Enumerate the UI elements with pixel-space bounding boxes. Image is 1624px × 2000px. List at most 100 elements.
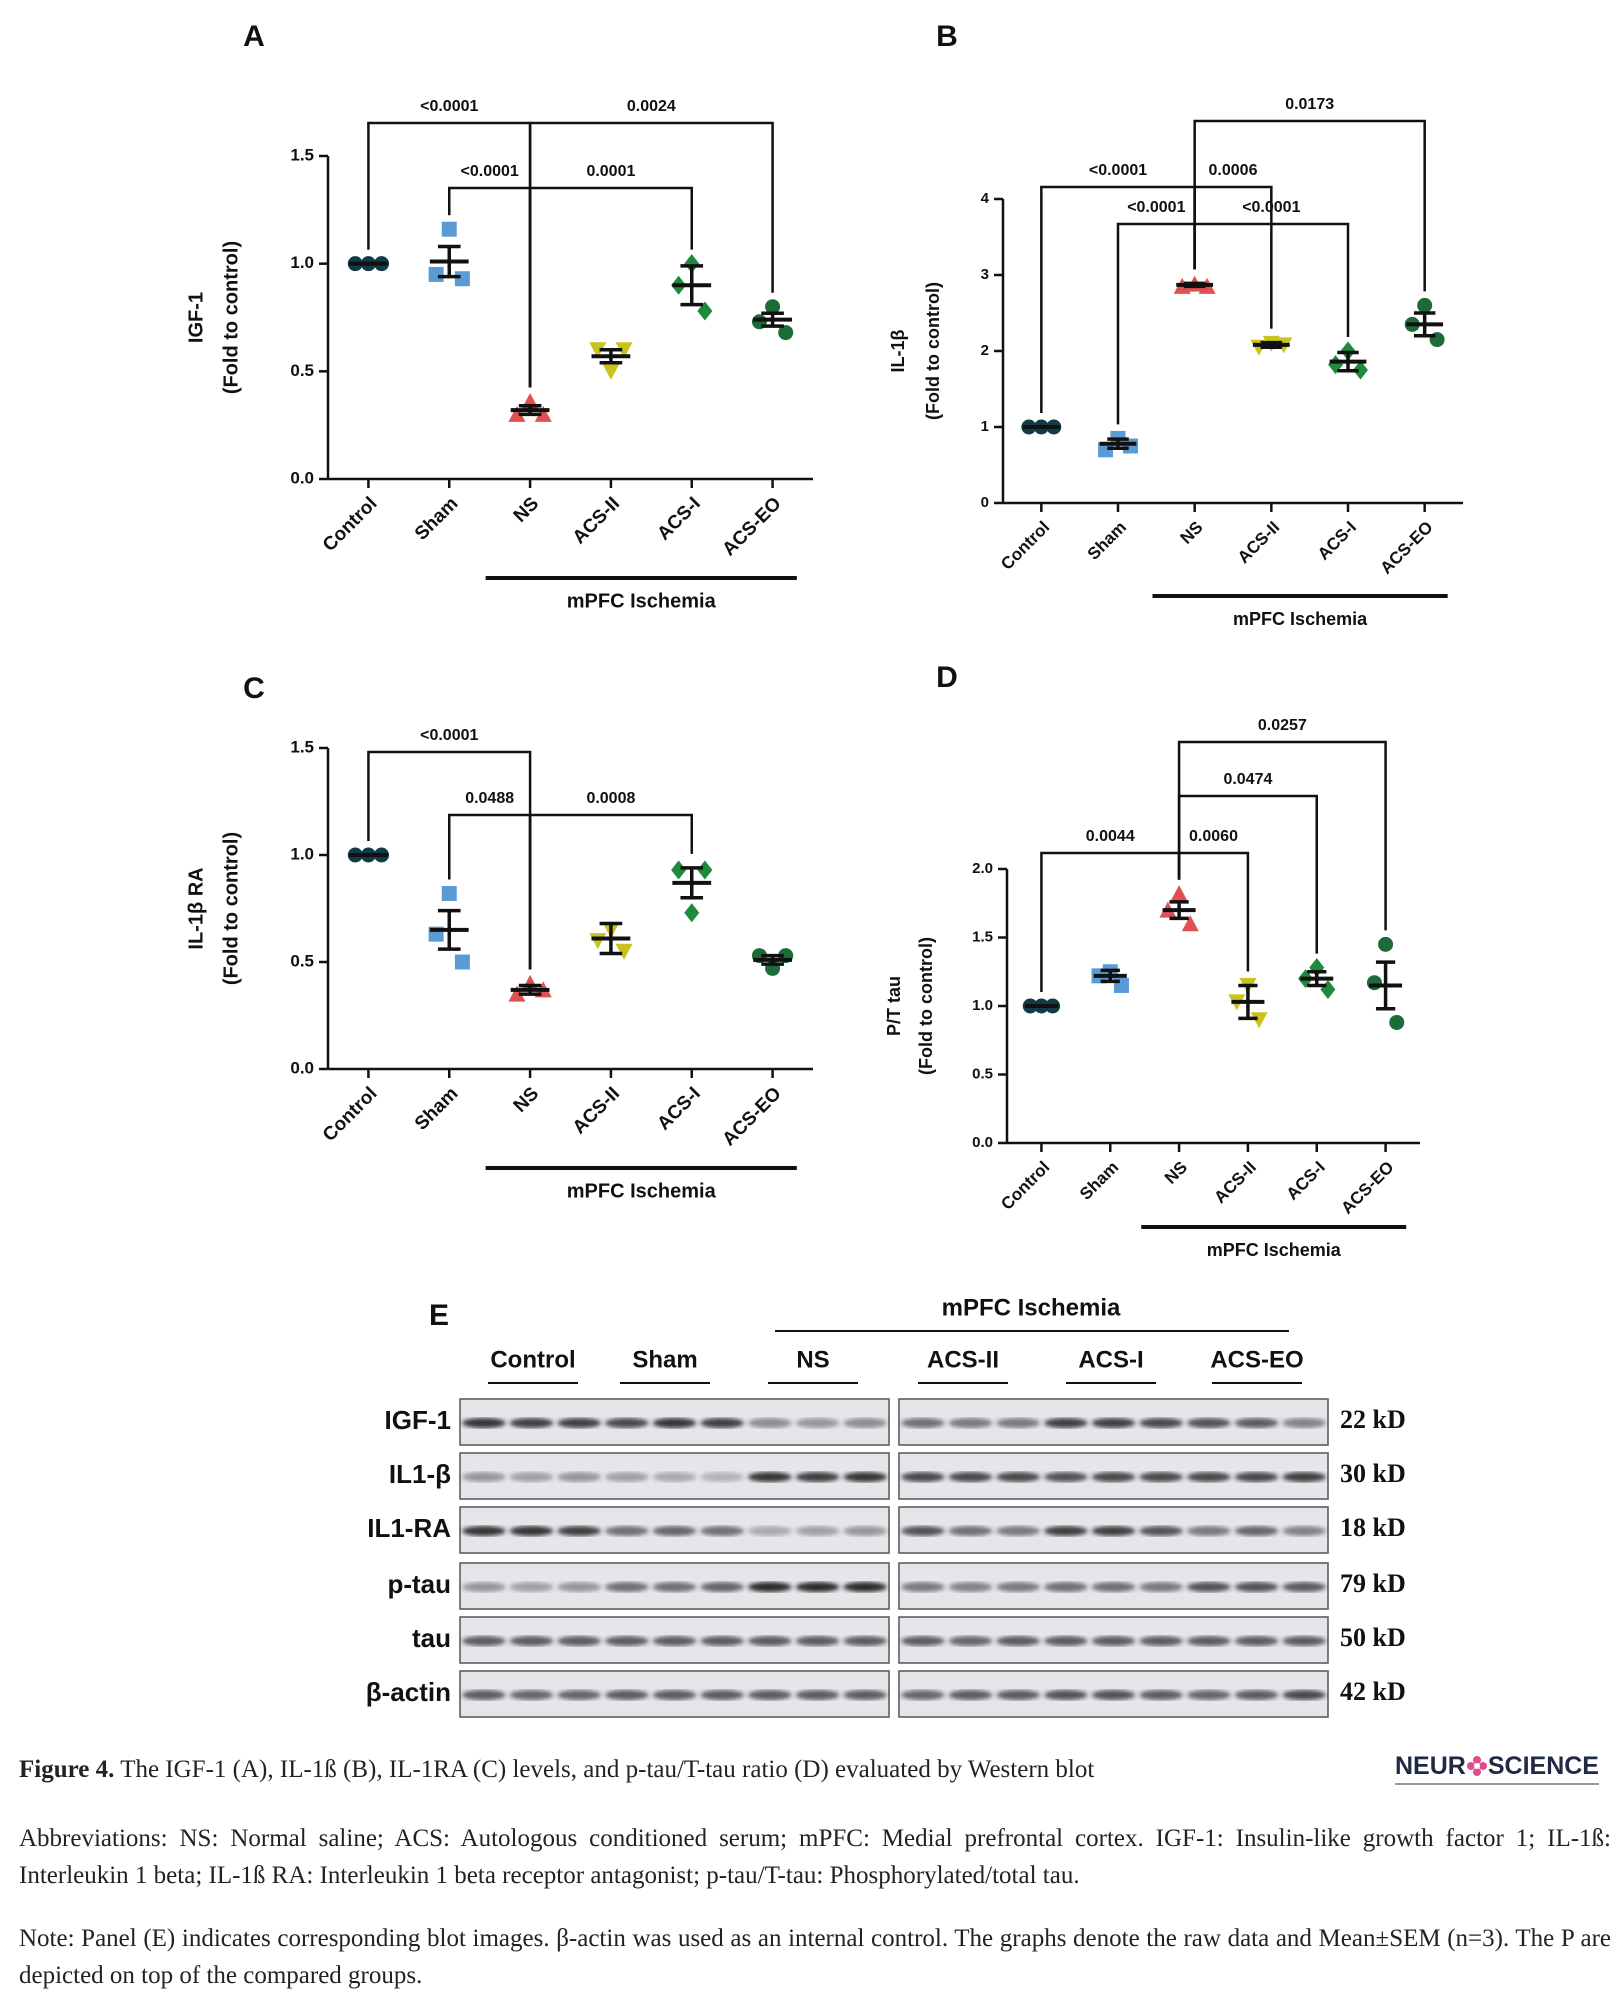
y-tick-label: 1.0 bbox=[972, 997, 993, 1014]
blot-band bbox=[604, 1472, 649, 1482]
blot-band bbox=[1234, 1582, 1279, 1592]
blot-band bbox=[604, 1636, 649, 1646]
p-value: 0.0257 bbox=[1258, 717, 1307, 734]
logo-text: SCIENCE bbox=[1487, 1752, 1599, 1780]
blot-band bbox=[996, 1526, 1041, 1536]
blot-band bbox=[1043, 1418, 1088, 1428]
blot-band bbox=[1234, 1418, 1279, 1428]
y-axis-label: IL-1β bbox=[888, 329, 908, 372]
blot-band bbox=[652, 1690, 697, 1700]
blot-band bbox=[700, 1472, 745, 1482]
blot-band bbox=[843, 1526, 888, 1536]
blot-band bbox=[700, 1636, 745, 1646]
y-axis-label: IGF-1 bbox=[185, 292, 207, 343]
abbreviations: Abbreviations: NS: Normal saline; ACS: A… bbox=[19, 1825, 1611, 1889]
data-point bbox=[1378, 936, 1394, 952]
blot-band bbox=[509, 1418, 554, 1428]
data-point bbox=[615, 342, 633, 359]
blot-band bbox=[1186, 1526, 1231, 1536]
lane-label: ACS-II bbox=[927, 1346, 999, 1373]
blot-band bbox=[1043, 1526, 1088, 1536]
group-label: mPFC Ischemia bbox=[942, 1294, 1121, 1321]
p-value: <0.0001 bbox=[420, 98, 478, 115]
y-axis-label: (Fold to control) bbox=[220, 241, 242, 394]
blot-band bbox=[1234, 1636, 1279, 1646]
p-value: 0.0474 bbox=[1223, 771, 1272, 788]
size-label: 42 kD bbox=[1340, 1677, 1406, 1706]
x-tick-label: Sham bbox=[1076, 1158, 1122, 1204]
blot-band bbox=[747, 1418, 792, 1428]
x-tick-label: Sham bbox=[411, 1083, 462, 1134]
x-tick-label: Control bbox=[319, 1083, 382, 1146]
blot-band bbox=[996, 1472, 1041, 1482]
blot-band bbox=[795, 1526, 840, 1536]
data-point bbox=[1181, 915, 1199, 932]
x-tick-label: Control bbox=[997, 518, 1053, 574]
blot-band bbox=[1091, 1636, 1136, 1646]
size-label: 18 kD bbox=[1340, 1513, 1406, 1542]
lane-label: Control bbox=[490, 1346, 575, 1373]
x-tick-label: Control bbox=[319, 493, 382, 556]
blot-band bbox=[795, 1472, 840, 1482]
blot-band bbox=[795, 1582, 840, 1592]
blot-band bbox=[900, 1526, 945, 1536]
data-point bbox=[778, 325, 794, 341]
panel-letter: C bbox=[243, 672, 265, 705]
data-point bbox=[508, 405, 526, 422]
x-tick-label: ACS-EO bbox=[719, 493, 786, 560]
blot-band bbox=[652, 1582, 697, 1592]
data-point bbox=[1098, 442, 1114, 458]
blot-band bbox=[1282, 1472, 1327, 1482]
blot-band bbox=[900, 1582, 945, 1592]
group-label: mPFC Ischemia bbox=[567, 590, 717, 612]
blot-band bbox=[948, 1526, 993, 1536]
blot-band bbox=[557, 1526, 602, 1536]
p-value: 0.0008 bbox=[586, 790, 635, 807]
blot-band bbox=[604, 1582, 649, 1592]
data-point bbox=[1366, 975, 1382, 991]
x-tick-label: ACS-EO bbox=[1337, 1158, 1397, 1218]
y-tick-label: 0.0 bbox=[290, 1058, 314, 1077]
comparison-bracket bbox=[448, 186, 532, 388]
logo-icon bbox=[1466, 1756, 1487, 1776]
lane-label: ACS-I bbox=[1078, 1346, 1143, 1373]
blot-band bbox=[700, 1690, 745, 1700]
blot-band bbox=[1043, 1690, 1088, 1700]
data-point bbox=[589, 933, 607, 950]
data-point bbox=[1170, 885, 1188, 902]
blot-band bbox=[900, 1636, 945, 1646]
protein-label: IL1-β bbox=[389, 1459, 451, 1489]
y-tick-label: 0.0 bbox=[972, 1134, 993, 1151]
y-axis-label: IL-1β RA bbox=[185, 867, 207, 949]
comparison-bracket bbox=[1177, 740, 1387, 931]
blot-band bbox=[1091, 1690, 1136, 1700]
data-point bbox=[1320, 980, 1336, 1000]
y-tick-label: 2 bbox=[981, 342, 989, 359]
lane-label: ACS-EO bbox=[1210, 1346, 1303, 1373]
blot-band bbox=[1234, 1526, 1279, 1536]
x-tick-label: ACS-II bbox=[1210, 1158, 1259, 1207]
x-tick-label: ACS-II bbox=[1234, 518, 1283, 567]
size-label: 50 kD bbox=[1340, 1623, 1406, 1652]
group-label: mPFC Ischemia bbox=[567, 1180, 717, 1202]
blot-band bbox=[747, 1690, 792, 1700]
blot-band bbox=[843, 1690, 888, 1700]
p-value: 0.0044 bbox=[1086, 828, 1135, 845]
protein-label: p-tau bbox=[387, 1569, 451, 1599]
blot-band bbox=[996, 1418, 1041, 1428]
size-label: 22 kD bbox=[1340, 1405, 1406, 1434]
blot-band bbox=[652, 1418, 697, 1428]
blot-band bbox=[604, 1690, 649, 1700]
x-tick-label: NS bbox=[1161, 1158, 1191, 1188]
protein-label: tau bbox=[412, 1623, 451, 1653]
blot-band bbox=[996, 1690, 1041, 1700]
y-tick-label: 1.5 bbox=[290, 145, 314, 164]
data-point bbox=[441, 221, 457, 237]
blot-band bbox=[1186, 1636, 1231, 1646]
blot-band bbox=[1282, 1418, 1327, 1428]
blot-band bbox=[843, 1472, 888, 1482]
caption-label: Figure 4. bbox=[19, 1756, 115, 1783]
blot-band bbox=[747, 1526, 792, 1536]
blot-band bbox=[843, 1582, 888, 1592]
blot-band bbox=[1282, 1690, 1327, 1700]
